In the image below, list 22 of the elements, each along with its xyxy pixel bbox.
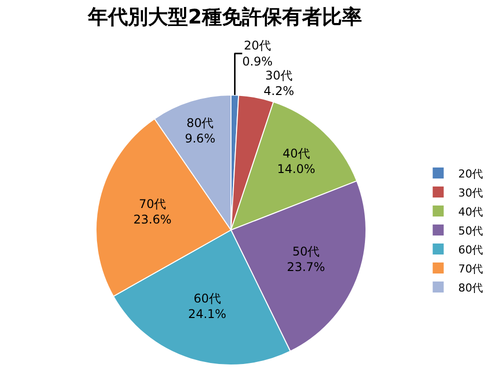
chart-title: 年代別大型2種免許保有者比率 <box>87 4 362 28</box>
legend-label: 80代 <box>458 281 484 294</box>
slice-label: 50代 <box>292 244 320 258</box>
slice-label: 70代 <box>138 197 166 212</box>
data-label: 9.6% <box>184 131 216 146</box>
data-label: 24.1% <box>188 307 226 322</box>
slice-label: 20代 <box>244 38 272 53</box>
data-label: 14.0% <box>277 162 316 176</box>
legend-label: 60代 <box>458 243 484 256</box>
data-label: 4.2% <box>264 84 294 98</box>
data-label: 23.6% <box>133 212 172 227</box>
data-label: 23.7% <box>286 260 326 274</box>
slice-label: 40代 <box>282 146 310 161</box>
slice-label: 60代 <box>194 292 221 306</box>
legend-label: 70代 <box>458 262 484 276</box>
legend-label: 30代 <box>458 186 484 200</box>
legend-label: 50代 <box>458 224 484 238</box>
slice-label: 30代 <box>265 68 293 82</box>
legend-label: 40代 <box>458 205 484 218</box>
data-label: 0.9% <box>242 54 273 68</box>
legend-label: 20代 <box>458 167 484 180</box>
slice-label: 80代 <box>186 116 214 130</box>
